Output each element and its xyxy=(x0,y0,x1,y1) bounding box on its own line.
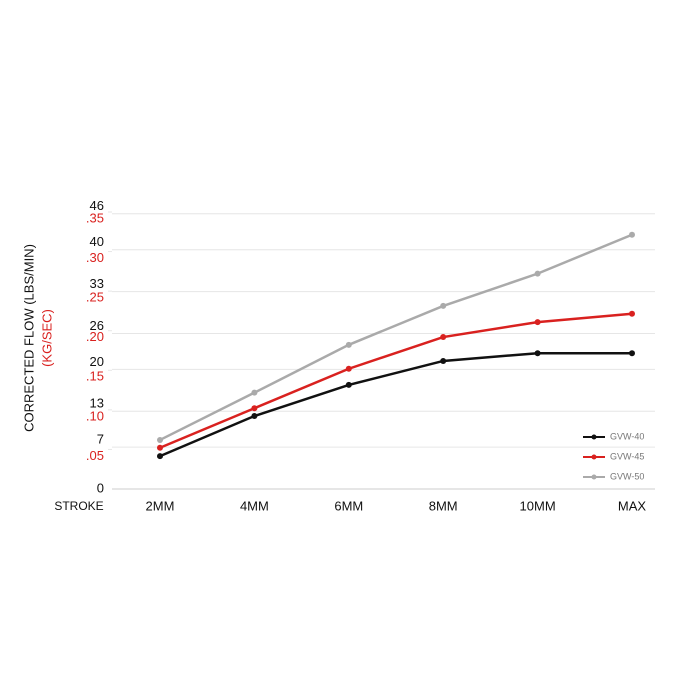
data-point xyxy=(251,405,258,412)
y-tick-label: 0 xyxy=(97,480,104,495)
legend-marker xyxy=(591,434,597,440)
y2-tick-label: .05 xyxy=(86,448,104,463)
data-point xyxy=(629,350,635,357)
data-point xyxy=(157,444,163,451)
legend-label: GVW-45 xyxy=(610,451,644,461)
series-line xyxy=(159,312,633,449)
data-point xyxy=(629,310,635,317)
data-point xyxy=(440,334,447,341)
y-tick-label: 7 xyxy=(97,432,104,447)
data-point xyxy=(345,341,352,348)
series-line xyxy=(159,233,633,442)
y-tick-label: 46 xyxy=(90,198,104,213)
data-point xyxy=(345,365,352,372)
x-tick-label: 4MM xyxy=(240,498,269,513)
legend-marker xyxy=(591,474,597,480)
x-axis-title: STROKE xyxy=(54,499,103,513)
data-point xyxy=(251,413,258,420)
y2-tick-label: .25 xyxy=(86,290,104,305)
y-tick-label: 33 xyxy=(90,276,104,291)
y-tick-label: 20 xyxy=(90,354,104,369)
data-point xyxy=(534,319,541,326)
data-point xyxy=(157,436,163,443)
y-tick-label: 26 xyxy=(90,318,104,333)
y2-tick-label: .20 xyxy=(86,329,104,344)
data-point xyxy=(440,357,447,364)
data-point xyxy=(629,231,635,238)
y-tick-label: 13 xyxy=(90,396,104,411)
y2-tick-label: .30 xyxy=(86,250,104,265)
y2-tick-label: .10 xyxy=(86,408,104,423)
y2-tick-label: .35 xyxy=(86,210,104,225)
data-point xyxy=(534,270,541,277)
y-tick-label: 40 xyxy=(90,234,104,249)
x-tick-label: 8MM xyxy=(429,498,458,513)
y-axis-title: CORRECTED FLOW (LBS/MIN) xyxy=(21,244,36,432)
data-point xyxy=(251,389,258,396)
x-tick-label: 2MM xyxy=(146,498,175,513)
y2-axis-title: (KG/SEC) xyxy=(39,309,54,367)
data-point xyxy=(345,381,352,388)
x-tick-label: 6MM xyxy=(334,498,363,513)
data-point xyxy=(157,453,163,460)
x-tick-label: 10MM xyxy=(520,498,556,513)
legend-label: GVW-50 xyxy=(610,471,644,481)
data-point xyxy=(440,302,447,309)
y2-tick-label: .15 xyxy=(86,369,104,384)
series-line xyxy=(159,351,632,458)
legend-marker xyxy=(591,454,597,460)
data-point xyxy=(534,350,541,357)
legend-label: GVW-40 xyxy=(610,431,644,441)
x-tick-label: MAX xyxy=(618,498,647,513)
